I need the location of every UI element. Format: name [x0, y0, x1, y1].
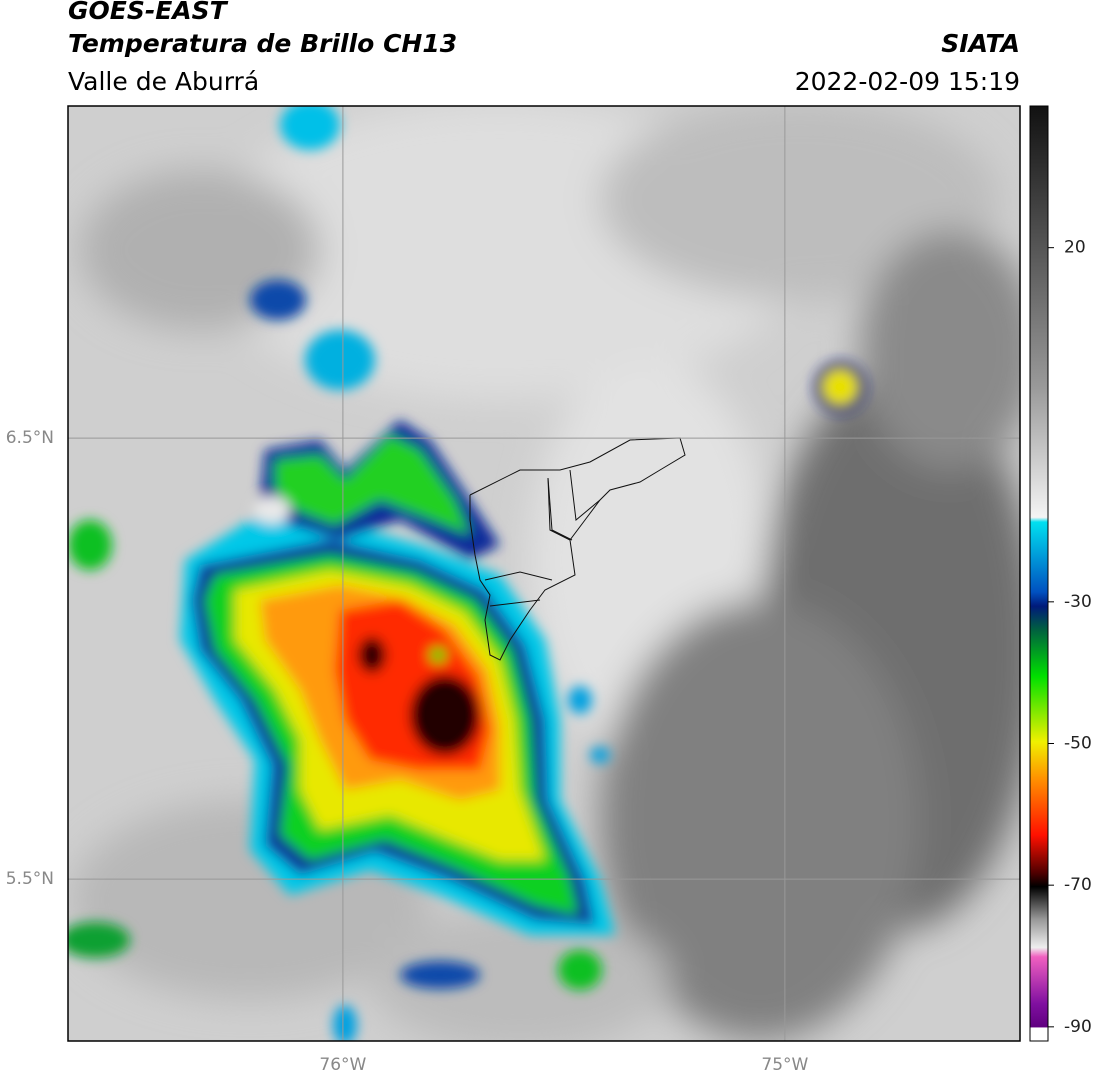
colorbar-tick-label: -50: [1064, 734, 1092, 754]
title: GOES-EAST: [68, 0, 229, 25]
colorbar-tick-label: -90: [1064, 1017, 1092, 1037]
map-frame: [67, 105, 1021, 1042]
datetime: 2022-02-09 15:19: [795, 67, 1020, 96]
x-tick-label: 75°W: [761, 1055, 808, 1075]
colorbar-tick-label: 20: [1064, 238, 1086, 258]
colorbar: [1029, 105, 1049, 1042]
imagery: [68, 106, 1020, 1041]
y-tick-label: 6.5°N: [6, 428, 54, 448]
source: SIATA: [941, 29, 1020, 58]
y-tick-label: 5.5°N: [6, 869, 54, 889]
subtitle: Temperatura de Brillo CH13: [68, 29, 457, 58]
x-tick-label: 76°W: [319, 1055, 366, 1075]
colorbar-tick-label: -30: [1064, 592, 1092, 612]
region: Valle de Aburrá: [68, 67, 259, 96]
colorbar-tick-label: -70: [1064, 875, 1092, 895]
